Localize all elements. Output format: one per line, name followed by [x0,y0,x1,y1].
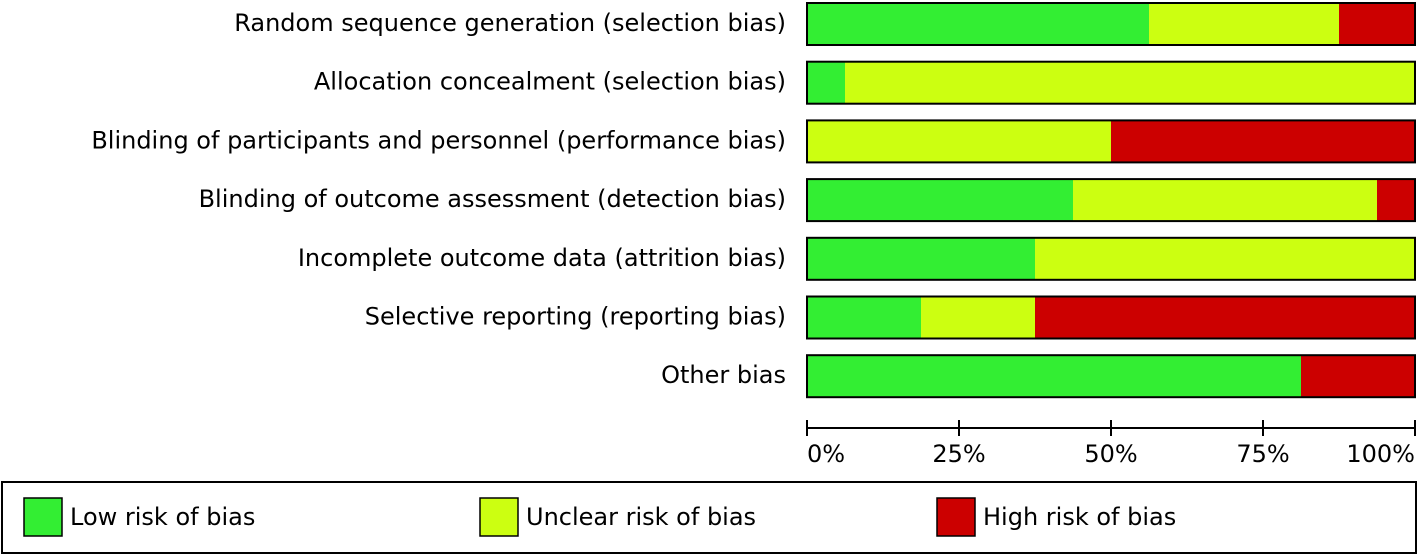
category-label: Incomplete outcome data (attrition bias) [298,244,786,272]
bar-outline [806,178,1416,223]
legend-swatch [936,497,976,537]
legend-box [1,481,1417,554]
bar-outline [806,354,1416,399]
legend-swatch [23,497,63,537]
bar-segment [845,61,1415,104]
x-tick-label: 75% [1236,440,1289,468]
category-label: Random sequence generation (selection bi… [234,9,786,37]
category-label: Blinding of outcome assessment (detectio… [199,185,786,213]
bar-segment [807,237,1035,280]
legend-label: High risk of bias [983,503,1176,531]
bar-segment [1111,120,1415,163]
category-label: Other bias [661,361,786,389]
x-tick-label: 25% [932,440,985,468]
bar-outline [806,236,1416,281]
bar-segment [1073,179,1377,222]
category-label: Selective reporting (reporting bias) [365,303,786,331]
bar-segment [1035,296,1415,339]
bar-segment [921,296,1035,339]
bar-segment [1301,355,1415,398]
bar-outline [806,295,1416,340]
bar-segment [807,61,845,104]
bar-outline [806,119,1416,164]
bar-segment [807,296,921,339]
bar-segment [807,179,1073,222]
bar-segment [807,355,1301,398]
category-label: Blinding of participants and personnel (… [91,126,786,154]
bar-segment [1339,3,1415,45]
bar-segment [1149,3,1339,45]
bar-segment [1377,179,1415,222]
legend-label: Unclear risk of bias [526,503,756,531]
bar-outline [806,2,1416,46]
bar-segment [807,3,1149,45]
bar-segment [1035,237,1415,280]
category-label: Allocation concealment (selection bias) [314,68,786,96]
bar-segment [807,120,1111,163]
bar-outline [806,60,1416,105]
x-tick-label: 0% [807,440,845,468]
legend-label: Low risk of bias [70,503,255,531]
x-tick-label: 100% [1346,440,1415,468]
x-tick-label: 50% [1084,440,1137,468]
legend-swatch [479,497,519,537]
